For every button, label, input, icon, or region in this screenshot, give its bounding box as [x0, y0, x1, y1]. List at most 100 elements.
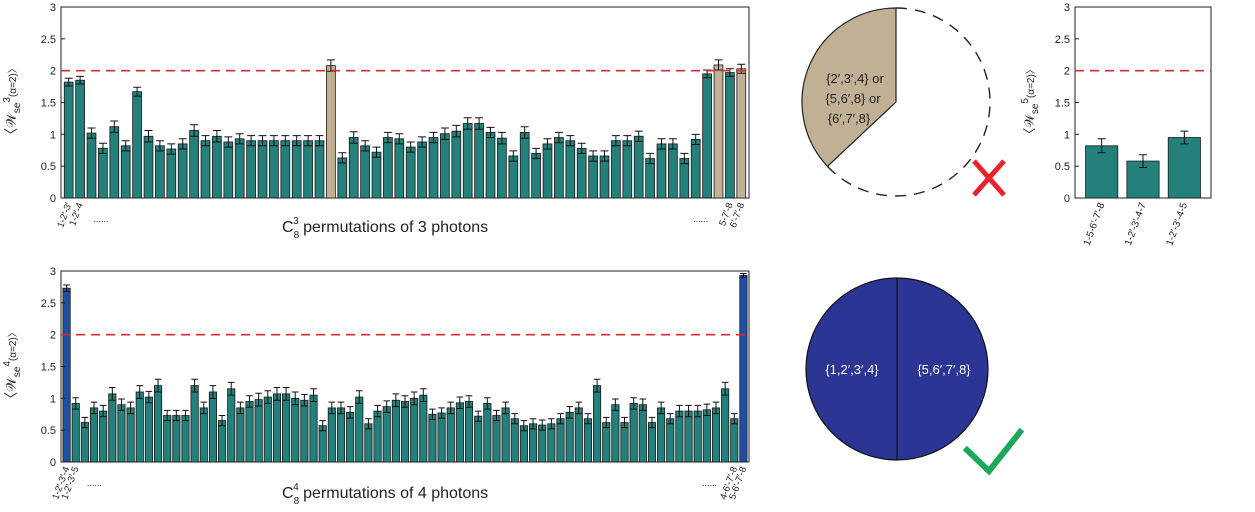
top-error-bar [258, 135, 267, 147]
bottom-bar [282, 393, 291, 463]
bottom-error-bar [209, 385, 217, 399]
bottom-bar [474, 415, 483, 463]
top-error-bar [269, 135, 278, 147]
bottom-y-ticks: 0 0.5 1 1.5 2 2.5 3 [41, 266, 65, 469]
bottom-error-bar [529, 418, 537, 430]
bottom-bar [702, 409, 711, 463]
bottom-x-axis-label: C84 permutations of 4 photons [282, 482, 488, 507]
top-error-bar [680, 152, 689, 165]
top-error-bar [532, 147, 541, 160]
top-bar [246, 140, 256, 199]
top-error-bar [486, 126, 495, 139]
bottom-error-bar [355, 390, 363, 404]
top-bar [428, 137, 439, 199]
bottom-bar [455, 402, 464, 463]
top-error-bar [372, 146, 381, 158]
bottom-bar [675, 410, 684, 463]
bottom-bar [657, 407, 666, 463]
top-bar [668, 143, 678, 199]
top-bar [143, 135, 154, 199]
bottom-error-bar [237, 401, 244, 415]
bottom-y-tick-label: 1 [50, 393, 56, 405]
top-error-bar [600, 150, 609, 162]
bottom-bar [108, 393, 117, 463]
top-error-bar [646, 152, 655, 165]
right-x-tick-label: 1-2′-3′-4-7 [1123, 201, 1149, 247]
top-bar [303, 140, 313, 199]
bottom-bar [382, 406, 391, 463]
bottom-error-bar [420, 388, 427, 403]
bottom-error-bar [328, 401, 336, 415]
top-bar [120, 145, 131, 199]
top-bar [554, 137, 564, 199]
bottom-error-bar [218, 415, 226, 427]
top-bar [360, 145, 370, 199]
bottom-bar [730, 418, 739, 463]
top-bar [86, 132, 97, 199]
top-y-tick-label: 1 [50, 129, 56, 141]
top-y-ticks: 0 0.5 1 1.5 2 2.5 3 [41, 2, 65, 205]
bottom-error-bar [474, 410, 482, 422]
bottom-bar [565, 411, 574, 463]
top-error-bar [737, 63, 746, 74]
bottom-error-bar [72, 397, 80, 410]
bottom-error-bar [310, 388, 317, 403]
right-bars [1085, 130, 1201, 199]
pie-bottom-left-label: {1,2′,3′,4} [825, 362, 879, 377]
top-x-ellipsis-right: ...... [693, 214, 708, 224]
top-bar [417, 141, 427, 199]
bottom-error-bar [621, 416, 628, 429]
bottom-error-bar [703, 403, 711, 417]
bottom-error-bar [319, 420, 326, 432]
top-error-bar [509, 150, 518, 162]
top-bar [166, 148, 177, 199]
top-error-bar [121, 140, 130, 152]
bottom-bar [89, 407, 99, 463]
bottom-error-bar [401, 395, 409, 408]
bottom-error-bar [630, 397, 637, 410]
bottom-error-bar [465, 395, 473, 408]
bottom-error-bar [118, 398, 125, 411]
bottom-bar [647, 422, 657, 463]
top-bar [155, 145, 165, 199]
bottom-error-bar [392, 393, 400, 408]
top-bar [63, 81, 74, 199]
top-bar [611, 140, 621, 199]
top-bar [645, 158, 655, 199]
top-bar [565, 140, 576, 199]
bottom-bar [190, 385, 199, 463]
cross-icon [972, 159, 1006, 197]
bottom-error-bar [584, 413, 592, 425]
top-error-bar [668, 138, 677, 150]
bottom-error-bar [227, 381, 235, 396]
top-bar [588, 155, 598, 199]
top-error-bar [566, 135, 575, 147]
bottom-bar [492, 415, 501, 463]
right-y-tick-label: 0 [1064, 193, 1070, 205]
bottom-pie-chart: {1,2′,3′,4} {5,6′,7′,8} [805, 277, 1025, 476]
bottom-error-bar [173, 409, 180, 422]
top-bar [519, 132, 530, 199]
bottom-bar [208, 391, 217, 463]
bottom-error-bar [301, 394, 308, 407]
top-bar [599, 155, 610, 199]
bottom-error-bar [182, 409, 189, 422]
bottom-error-bar [337, 401, 345, 415]
top-bar [679, 158, 690, 199]
bottom-bar [620, 422, 629, 463]
bottom-bar [602, 422, 611, 463]
bottom-error-bar [145, 390, 153, 404]
bottom-bar [510, 418, 519, 463]
bottom-bar [71, 403, 80, 463]
top-error-bar [178, 138, 187, 150]
top-error-bar [87, 127, 96, 139]
top-bar [713, 64, 724, 199]
top-error-bar [133, 86, 142, 97]
pie-top-slice [801, 7, 897, 168]
bottom-bar [236, 407, 245, 463]
top-bar [223, 141, 234, 199]
bottom-bar [666, 418, 675, 463]
bottom-bar [327, 407, 336, 463]
bottom-error-bar [109, 387, 116, 401]
top-bar [725, 72, 735, 199]
